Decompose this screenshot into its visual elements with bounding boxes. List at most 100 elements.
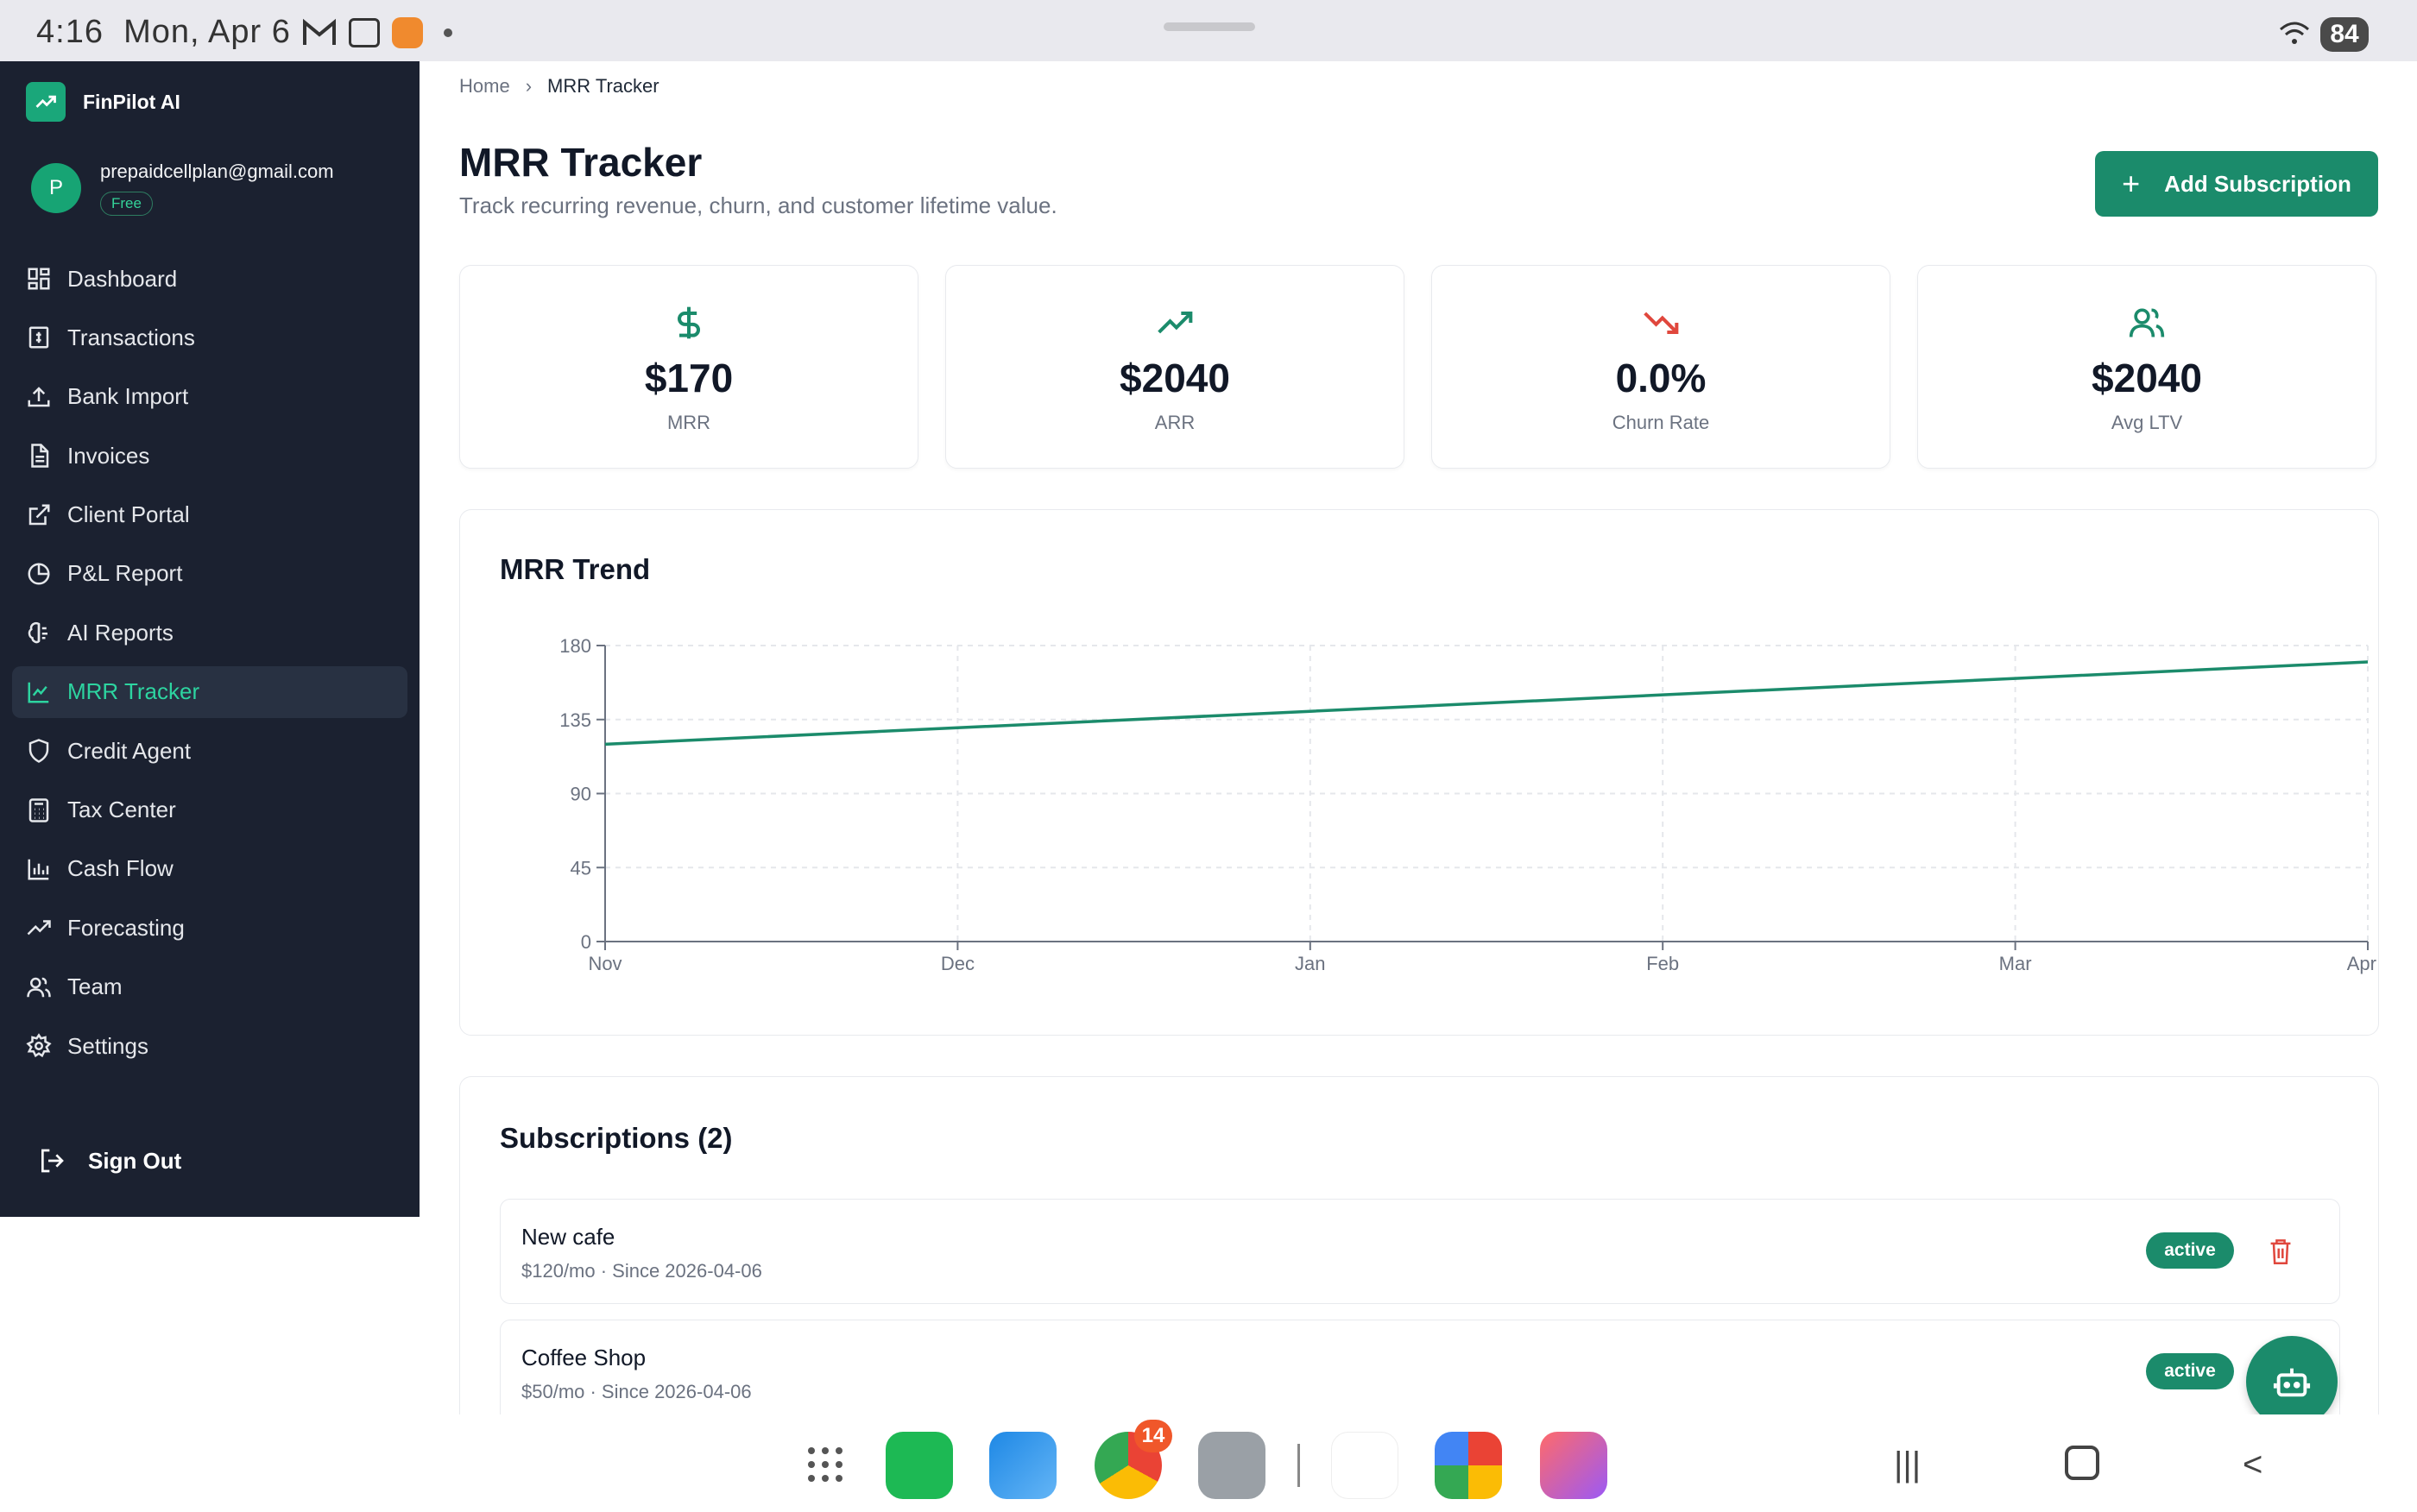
sidebar-item-settings[interactable]: Settings xyxy=(12,1020,407,1072)
sidebar-item-label: Team xyxy=(67,973,123,1000)
stat-label: ARR xyxy=(1154,412,1196,433)
sidebar-item-dashboard[interactable]: Dashboard xyxy=(12,253,407,305)
sidebar-item-cash-flow[interactable]: Cash Flow xyxy=(12,843,407,895)
x-tick-label: Apr xyxy=(2347,953,2376,974)
stat-label: MRR xyxy=(666,412,711,433)
google-app-icon[interactable] xyxy=(1331,1432,1398,1499)
subscription-name: New cafe xyxy=(521,1224,615,1250)
sidebar-item-label: P&L Report xyxy=(67,560,183,587)
external-link-icon xyxy=(28,504,50,525)
app-notification-icon xyxy=(392,17,423,48)
sidebar-nav: Dashboard Transactions Bank Import Invoi… xyxy=(12,253,407,1079)
brand-logo-icon xyxy=(26,82,66,122)
sidebar-item-pl-report[interactable]: P&L Report xyxy=(12,548,407,600)
stat-label: Churn Rate xyxy=(1612,412,1710,433)
stat-card-churn: 0.0% Churn Rate xyxy=(1431,265,1890,469)
user-email: prepaidcellplan@gmail.com xyxy=(100,161,334,182)
battery-indicator: 84 xyxy=(2320,17,2369,52)
file-icon xyxy=(31,444,49,468)
stat-value: $2040 xyxy=(1120,356,1230,400)
sidebar-item-label: MRR Tracker xyxy=(67,678,200,705)
sidebar-item-label: Settings xyxy=(67,1032,148,1059)
ai-assistant-button[interactable] xyxy=(2246,1336,2338,1427)
y-tick-label: 45 xyxy=(571,857,591,879)
upload-icon xyxy=(28,387,50,407)
x-tick-label: Jan xyxy=(1295,953,1325,974)
window-handle[interactable] xyxy=(1164,22,1255,31)
sign-out-button[interactable]: Sign Out xyxy=(38,1147,181,1175)
log-out-icon xyxy=(41,1149,64,1173)
screenshot-icon xyxy=(349,18,380,47)
sidebar: FinPilot AI P prepaidcellplan@gmail.com … xyxy=(0,61,420,1217)
system-taskbar: 14 ||| < xyxy=(0,1414,2417,1512)
sidebar-item-label: Tax Center xyxy=(67,797,176,823)
more-notifications-icon xyxy=(444,28,452,37)
y-tick-label: 0 xyxy=(581,931,591,953)
line-chart-icon xyxy=(28,682,49,703)
recent-apps-icon[interactable]: ||| xyxy=(1894,1446,1922,1484)
status-badge: active xyxy=(2146,1353,2234,1389)
pie-chart-icon xyxy=(28,563,50,585)
mrr-trend-card: MRR Trend 0 45 90 135 180 Nov Dec Jan Feb Mar Apr xyxy=(459,509,2379,1036)
sidebar-item-forecasting[interactable]: Forecasting xyxy=(12,902,407,954)
status-badge: active xyxy=(2146,1232,2234,1269)
brand[interactable]: FinPilot AI xyxy=(26,82,180,122)
mrr-trend-chart: 0 45 90 135 180 Nov Dec Jan Feb Mar Apr xyxy=(559,635,2376,974)
stat-label: Avg LTV xyxy=(2111,412,2183,433)
chart-title: MRR Trend xyxy=(500,553,651,585)
sidebar-item-bank-import[interactable]: Bank Import xyxy=(12,371,407,423)
gmail-icon xyxy=(303,18,336,45)
sidebar-item-label: AI Reports xyxy=(67,619,174,646)
sidebar-item-ai-reports[interactable]: AI Reports xyxy=(12,607,407,658)
chevron-right-icon: › xyxy=(525,75,533,97)
y-tick-label: 135 xyxy=(559,709,591,731)
sidebar-item-client-portal[interactable]: Client Portal xyxy=(12,489,407,541)
sidebar-item-label: Cash Flow xyxy=(67,855,174,882)
phone-app-icon[interactable] xyxy=(886,1432,953,1499)
camera-app-icon[interactable] xyxy=(1198,1432,1265,1499)
sidebar-item-label: Transactions xyxy=(67,324,195,350)
sidebar-item-label: Dashboard xyxy=(67,265,178,292)
user-profile[interactable]: P prepaidcellplan@gmail.com Free xyxy=(31,161,334,216)
sidebar-item-invoices[interactable]: Invoices xyxy=(12,430,407,482)
breadcrumb: Home › MRR Tracker xyxy=(459,75,659,98)
stat-value: $170 xyxy=(644,356,734,400)
chrome-notification-badge: 14 xyxy=(1134,1420,1172,1452)
avatar: P xyxy=(31,163,81,213)
subscription-row[interactable]: Coffee Shop $50/mo · Since 2026-04-06 ac… xyxy=(500,1320,2340,1414)
bot-icon xyxy=(2273,1368,2311,1397)
add-subscription-button[interactable]: + Add Subscription xyxy=(2095,151,2378,217)
brand-name: FinPilot AI xyxy=(83,90,180,113)
plan-badge: Free xyxy=(100,192,153,216)
back-icon[interactable]: < xyxy=(2243,1446,2263,1484)
subscription-name: Coffee Shop xyxy=(521,1345,647,1370)
taskbar-divider xyxy=(1297,1444,1300,1487)
trash-icon[interactable] xyxy=(2269,1238,2293,1265)
mail-app-icon[interactable] xyxy=(989,1432,1057,1499)
sidebar-item-credit-agent[interactable]: Credit Agent xyxy=(12,725,407,777)
app-drawer-icon[interactable] xyxy=(806,1446,844,1484)
subscription-row[interactable]: New cafe $120/mo · Since 2026-04-06 acti… xyxy=(500,1199,2340,1304)
gear-icon xyxy=(26,1033,52,1058)
trending-down-icon xyxy=(1644,312,1679,335)
x-tick-label: Mar xyxy=(1999,953,2032,974)
plus-icon: + xyxy=(2122,166,2141,201)
home-icon[interactable] xyxy=(2065,1446,2099,1480)
health-app-icon[interactable] xyxy=(1540,1432,1607,1499)
main-content: Home › MRR Tracker MRR Tracker Track rec… xyxy=(420,61,2417,1414)
sidebar-item-mrr-tracker[interactable]: MRR Tracker xyxy=(12,665,407,718)
shield-icon xyxy=(28,739,49,764)
users-icon xyxy=(2129,308,2165,337)
x-tick-label: Nov xyxy=(588,953,622,974)
breadcrumb-home[interactable]: Home xyxy=(459,75,510,97)
sidebar-item-team[interactable]: Team xyxy=(12,961,407,1013)
sidebar-item-label: Client Portal xyxy=(67,501,190,528)
sidebar-item-transactions[interactable]: Transactions xyxy=(12,312,407,363)
subscriptions-card: Subscriptions (2) New cafe $120/mo · Sin… xyxy=(459,1076,2379,1414)
photos-app-icon[interactable] xyxy=(1435,1432,1502,1499)
y-tick-label: 90 xyxy=(571,784,591,805)
stat-value: $2040 xyxy=(2092,356,2202,400)
sidebar-item-tax-center[interactable]: Tax Center xyxy=(12,784,407,836)
bar-chart-icon xyxy=(28,859,49,880)
x-tick-label: Feb xyxy=(1646,953,1679,974)
